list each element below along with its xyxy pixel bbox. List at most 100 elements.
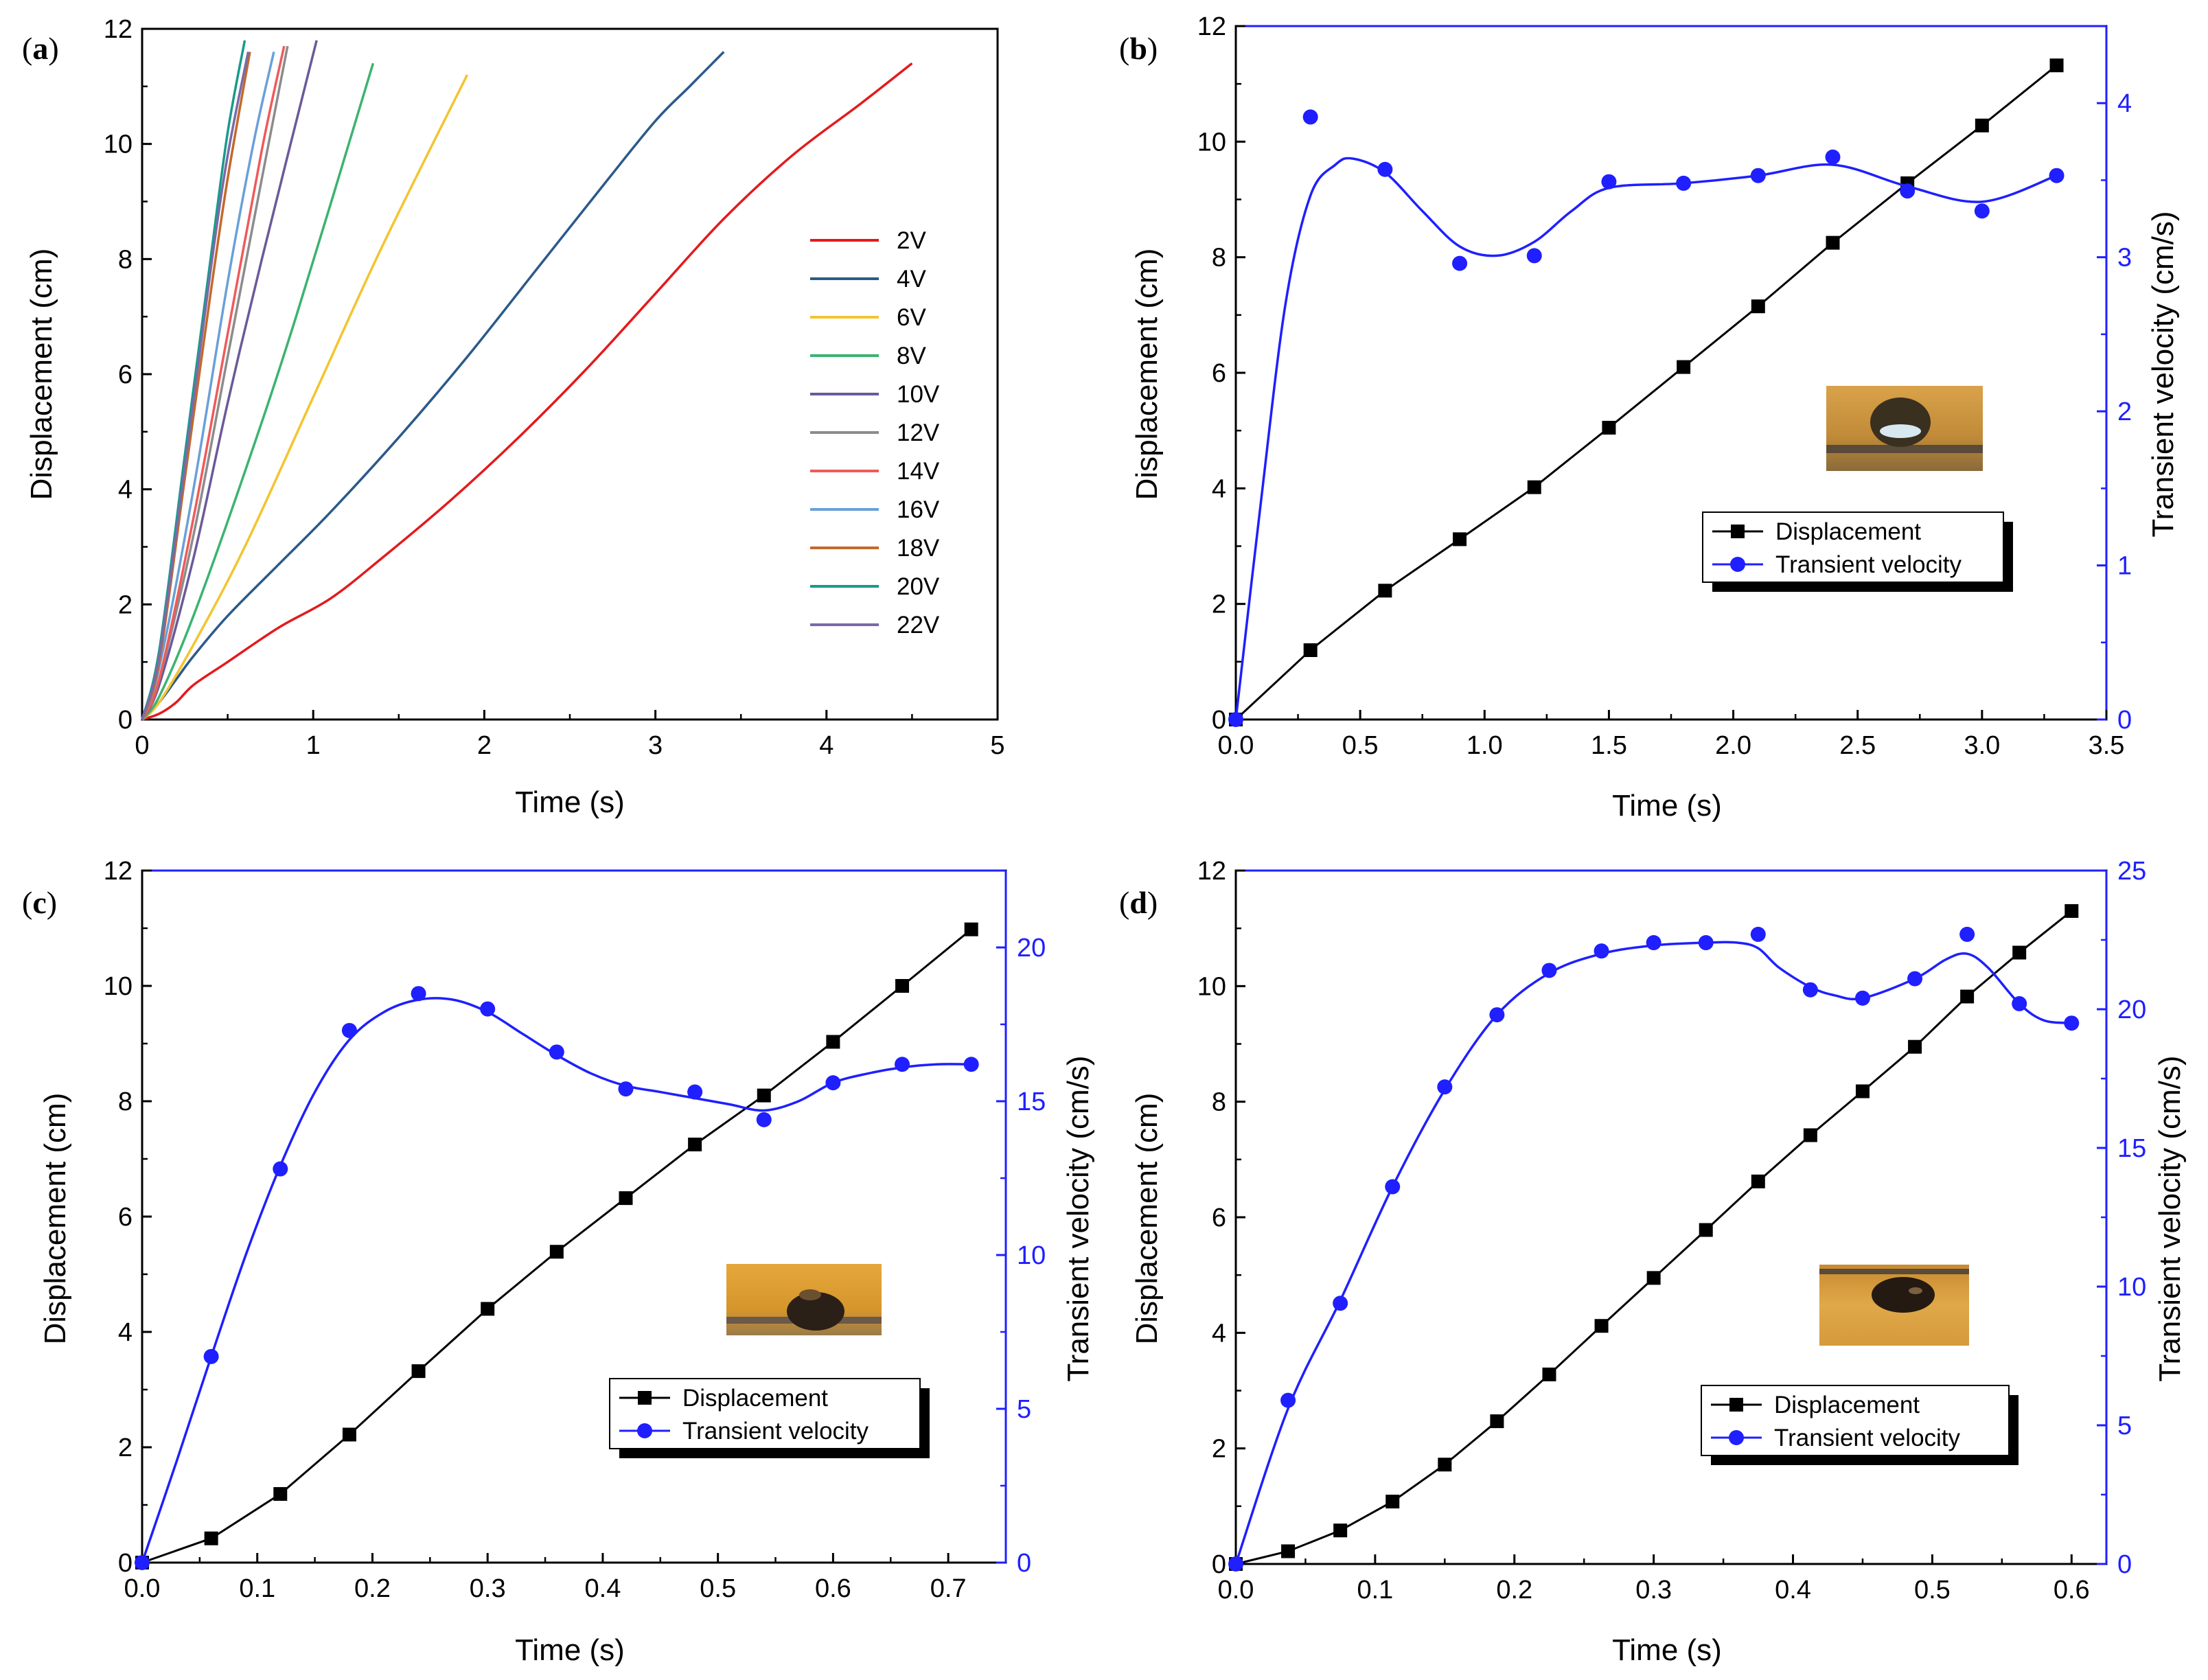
y2-tick-label-d: 25 <box>2117 857 2146 886</box>
legend-c: Displacement Transient velocity <box>609 1378 930 1458</box>
panel-label-c: (c) <box>22 885 57 920</box>
x-tick-label-b: 3.5 <box>2089 731 2125 760</box>
panel-d: (d) 0.0 0.1 0.2 0.3 0.4 0.5 0.6 0 2 4 6 8 10 12 0 5 10 15… <box>1119 857 2187 1667</box>
y2-tick-label-b: 0 <box>2117 706 2132 735</box>
displacement-marker-d <box>1751 1174 1765 1188</box>
droplet-photo-c <box>726 1264 882 1335</box>
y2-tick-label-c: 15 <box>1017 1088 1046 1116</box>
y2-tick-label-c: 10 <box>1017 1241 1046 1270</box>
displacement-marker-b <box>1751 299 1765 314</box>
panel-b: (b) 0.0 0.5 1.0 1.5 2.0 2.5 3.0 3.5024681012012… <box>1119 12 2180 822</box>
displacement-marker-b <box>1378 584 1392 598</box>
velocity-marker-b <box>1750 168 1766 183</box>
y2-tick-label-b: 3 <box>2117 244 2132 273</box>
panel-c: (c) 0.0 0.1 0.2 0.3 0.4 0.5 0.6 0.7 0 2 4 6 8 10 12 0 5 1… <box>22 857 1095 1667</box>
y2-tick-label-c: 20 <box>1017 934 1046 963</box>
series-a <box>141 40 913 721</box>
velocity-marker-b <box>2049 168 2065 183</box>
y2-tick-label-c: 5 <box>1017 1395 1031 1424</box>
x-tick-label-b: 2.5 <box>1839 731 1876 760</box>
y2-tick-label-c: 0 <box>1017 1549 1031 1578</box>
y-tick-label-a: 4 <box>118 476 133 505</box>
legend-marker-b <box>1731 525 1745 538</box>
velocity-marker-c <box>480 1001 496 1017</box>
y2-axis-title-b: Transient velocity (cm/s) <box>2146 211 2180 537</box>
velocity-marker-c <box>825 1075 841 1091</box>
x-tick-label-c: 0.4 <box>585 1574 621 1603</box>
displacement-marker-b <box>1602 420 1616 435</box>
velocity-marker-d <box>1854 990 1870 1006</box>
x-tick-label-d: 0.5 <box>1914 1576 1951 1604</box>
ticks-c: 0.0 0.1 0.2 0.3 0.4 0.5 0.6 0.7 0 2 4 6 8 10 12 0 5 10 15 2… <box>104 857 1046 1603</box>
legend-label-16V: 16V <box>897 496 940 523</box>
displacement-marker-d <box>1490 1414 1504 1429</box>
velocity-marker-d <box>2012 996 2027 1011</box>
y-tick-label-a: 6 <box>118 360 133 389</box>
velocity-marker-d <box>1750 926 1766 942</box>
series-line-16V <box>141 51 275 720</box>
displacement-marker-c <box>619 1191 633 1206</box>
y-tick-label-c: 4 <box>118 1318 133 1347</box>
y2-axis-title-d: Transient velocity (cm/s) <box>2153 1055 2187 1381</box>
y-tick-label-d: 10 <box>1197 972 1226 1001</box>
x-tick-label-c: 0.2 <box>354 1574 391 1603</box>
velocity-marker-b <box>1601 174 1617 189</box>
y-tick-label-a: 8 <box>118 245 133 274</box>
displacement-marker-b <box>1453 532 1467 546</box>
y2-tick-label-b: 4 <box>2117 89 2132 118</box>
displacement-marker-b <box>1527 480 1541 494</box>
x-tick-label-b: 1.5 <box>1591 731 1627 760</box>
y-tick-label-a: 2 <box>118 590 133 619</box>
legend-d: Displacement Transient velocity <box>1701 1385 2019 1465</box>
series-c <box>135 922 979 1570</box>
series-b <box>1228 58 2065 727</box>
x-tick-label-a: 1 <box>306 731 321 760</box>
legend-label-2V: 2V <box>897 227 926 254</box>
displacement-marker-b <box>1975 118 1989 133</box>
displacement-marker-d <box>1438 1458 1452 1472</box>
x-tick-label-d: 0.6 <box>2054 1576 2090 1604</box>
velocity-marker-d <box>1489 1007 1505 1023</box>
legend-label-22V: 22V <box>897 612 940 638</box>
x-tick-label-c: 0.0 <box>124 1574 161 1603</box>
displacement-marker-b <box>1677 360 1691 374</box>
velocity-marker-d <box>2064 1015 2080 1031</box>
x-tick-label-c: 0.3 <box>470 1574 506 1603</box>
series-line-14V <box>141 45 286 720</box>
velocity-marker-b <box>1377 161 1393 177</box>
velocity-marker-c <box>549 1044 564 1060</box>
velocity-marker-d <box>1333 1296 1348 1311</box>
y2-tick-label-d: 20 <box>2117 996 2146 1024</box>
legend-label-c: Displacement <box>682 1385 828 1412</box>
legend-label-6V: 6V <box>897 304 926 331</box>
y-tick-label-b: 0 <box>1212 706 1226 735</box>
x-tick-label-c: 0.5 <box>700 1574 736 1603</box>
y2-tick-label-d: 15 <box>2117 1134 2146 1163</box>
displacement-marker-d <box>1281 1544 1296 1558</box>
velocity-marker-d <box>1594 943 1609 959</box>
velocity-fit-line-d <box>1234 941 2072 1565</box>
displacement-marker-d <box>1542 1367 1556 1381</box>
velocity-marker-c <box>963 1057 979 1072</box>
legend-box-b <box>1702 511 2004 583</box>
displacement-marker-b <box>1826 235 1840 250</box>
velocity-marker-b <box>1526 248 1542 264</box>
x-tick-label-d: 0.0 <box>1218 1576 1254 1604</box>
velocity-marker-d <box>1437 1079 1453 1095</box>
velocity-marker-c <box>895 1057 910 1072</box>
displacement-marker-d <box>1908 1039 1922 1054</box>
velocity-marker-b <box>1900 183 1916 199</box>
y2-tick-label-d: 0 <box>2117 1550 2132 1579</box>
x-tick-label-a: 0 <box>135 731 149 760</box>
displacement-marker-d <box>1960 989 1975 1004</box>
y-tick-label-b: 4 <box>1212 474 1226 503</box>
x-tick-label-b: 1.0 <box>1467 731 1503 760</box>
x-axis-title-d: Time (s) <box>1612 1633 1722 1667</box>
y-tick-label-d: 2 <box>1212 1435 1226 1464</box>
legend-a: 2V 4V 6V 8V 10V 12V 14V 16V 18V 20V 22V <box>810 227 940 638</box>
x-tick-label-d: 0.1 <box>1357 1576 1393 1604</box>
displacement-marker-c <box>481 1302 495 1316</box>
legend-b: Displacement Transient velocity <box>1702 511 2013 592</box>
